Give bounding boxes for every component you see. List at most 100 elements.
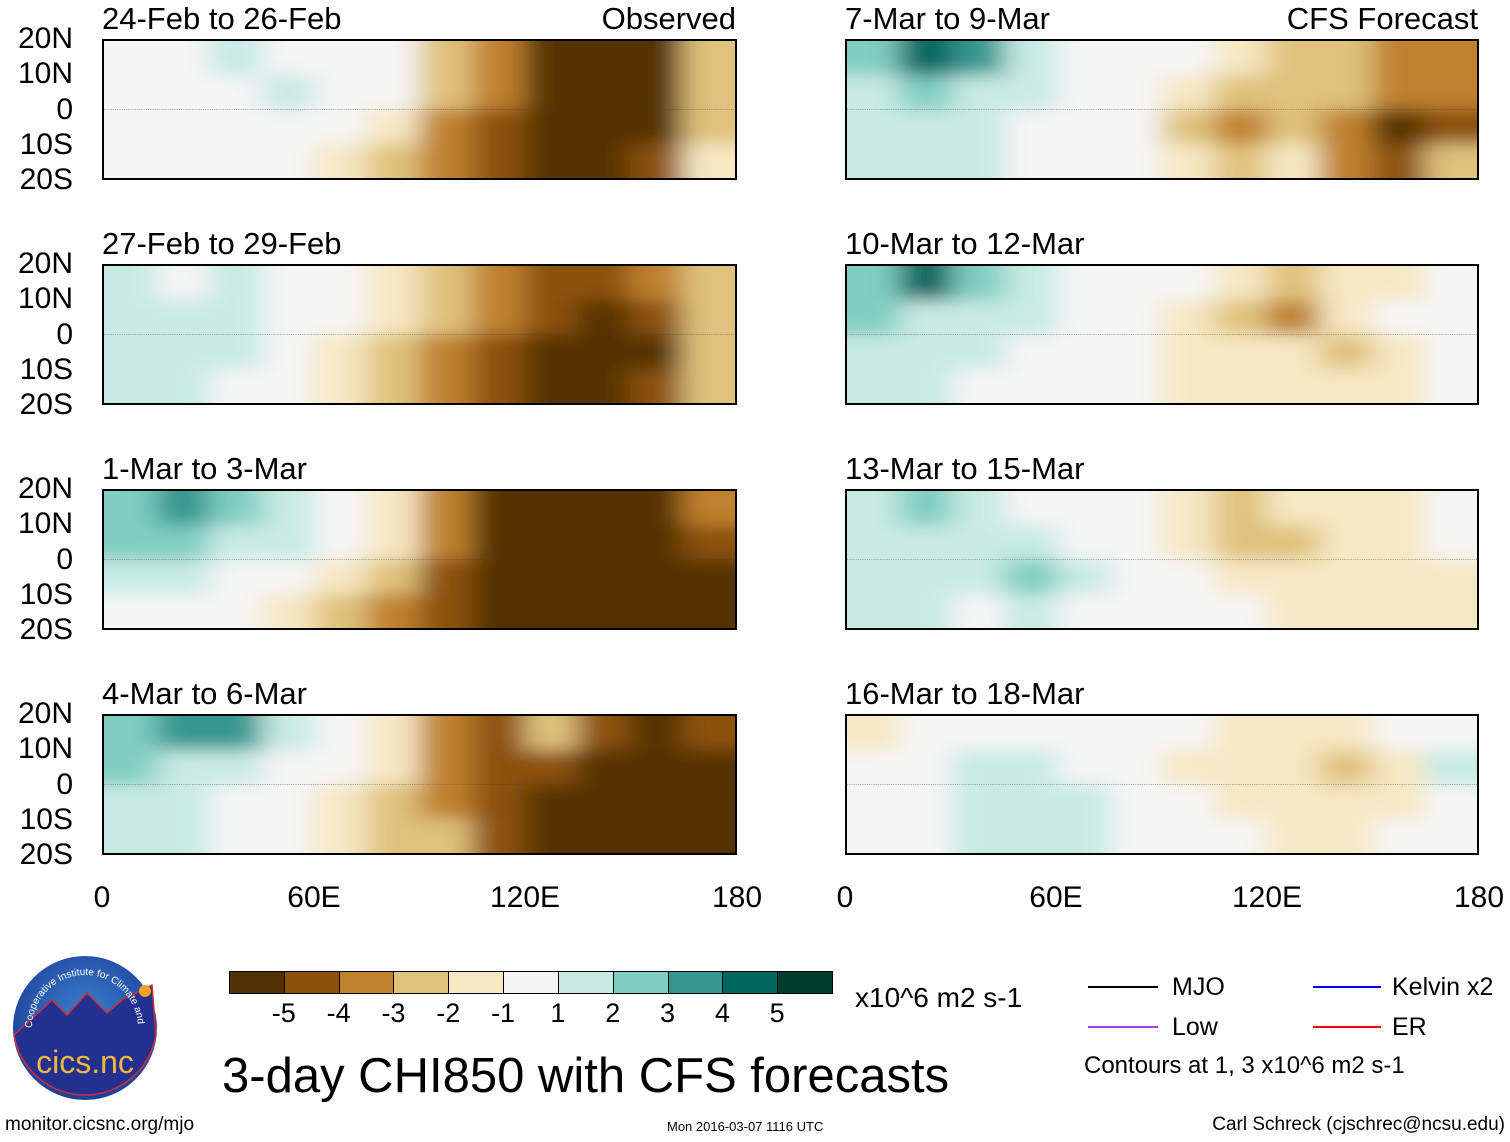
anomaly-cell xyxy=(104,143,159,178)
anomaly-cell xyxy=(577,75,632,112)
anomaly-cell xyxy=(577,491,632,527)
anomaly-cell xyxy=(1267,750,1322,787)
anomaly-cell xyxy=(1057,300,1112,337)
lon-label: 0 xyxy=(836,881,854,914)
anomaly-cell xyxy=(952,559,1007,596)
colorbar-swatch xyxy=(612,971,669,994)
anomaly-cell xyxy=(314,75,369,112)
anomaly-cell xyxy=(1214,491,1269,527)
anomaly-cell xyxy=(1319,525,1374,562)
anomaly-cell xyxy=(1372,41,1427,77)
anomaly-cell xyxy=(472,716,527,752)
anomaly-cell xyxy=(209,334,264,371)
anomaly-cell xyxy=(261,818,317,853)
anomaly-cell xyxy=(1004,525,1059,562)
anomaly-cell xyxy=(261,593,317,628)
anomaly-cell xyxy=(472,300,527,337)
anomaly-cell xyxy=(472,559,527,596)
anomaly-cell xyxy=(156,750,211,787)
panel-title: 27-Feb to 29-Feb xyxy=(102,226,342,261)
anomaly-cell xyxy=(629,716,685,752)
anomaly-cell xyxy=(209,525,264,562)
anomaly-cell xyxy=(261,75,317,112)
anomaly-cell xyxy=(1162,334,1217,371)
anomaly-cell xyxy=(261,750,317,787)
colorbar-label: -4 xyxy=(326,998,351,1028)
colorbar-label: -1 xyxy=(491,998,516,1028)
anomaly-cell xyxy=(1319,491,1374,527)
anomaly-cell xyxy=(1214,75,1269,112)
anomaly-cell xyxy=(952,818,1007,853)
anomaly-cell xyxy=(629,266,685,302)
anomaly-cell xyxy=(1109,784,1164,821)
anomaly-cell xyxy=(524,143,580,178)
anomaly-cell xyxy=(1109,368,1164,403)
lat-label: 10N xyxy=(17,507,73,541)
anomaly-cell xyxy=(1267,143,1322,178)
panel-title: 1-Mar to 3-Mar xyxy=(102,451,307,486)
anomaly-cell xyxy=(1372,266,1427,302)
anomaly-cell xyxy=(1424,266,1477,302)
anomaly-cell xyxy=(104,491,159,527)
anomaly-cell xyxy=(1057,559,1112,596)
anomaly-cell xyxy=(104,368,159,403)
anomaly-cell xyxy=(899,75,954,112)
anomaly-cell xyxy=(419,41,474,77)
footer-author: Carl Schreck (cjschrec@ncsu.edu) xyxy=(1212,1114,1505,1135)
anomaly-cell xyxy=(419,109,474,146)
lat-label: 10S xyxy=(19,352,73,386)
anomaly-cell xyxy=(156,75,211,112)
anomaly-cell xyxy=(156,109,211,146)
anomaly-cell xyxy=(1319,750,1374,787)
anomaly-cell xyxy=(952,109,1007,146)
anomaly-cell xyxy=(682,334,735,371)
anomaly-cell xyxy=(629,593,685,628)
colorbar-swatch xyxy=(503,971,559,994)
legend-mjo-line xyxy=(1088,986,1158,988)
anomaly-cell xyxy=(1162,41,1217,77)
anomaly-cell xyxy=(1057,41,1112,77)
anomaly-cell xyxy=(261,143,317,178)
anomaly-cell xyxy=(1109,41,1164,77)
colorbar-label: -5 xyxy=(271,998,296,1028)
anomaly-cell xyxy=(1057,593,1112,628)
panel-title: 13-Mar to 15-Mar xyxy=(845,451,1085,486)
anomaly-cell xyxy=(1267,368,1322,403)
anomaly-cell xyxy=(1424,334,1477,371)
colorbar-label: -2 xyxy=(436,998,461,1028)
anomaly-cell xyxy=(314,143,369,178)
anomaly-cell xyxy=(1162,109,1217,146)
anomaly-cell xyxy=(682,750,735,787)
anomaly-cell xyxy=(1319,266,1374,302)
anomaly-cell xyxy=(1319,109,1374,146)
map-panel xyxy=(102,714,737,855)
anomaly-cell xyxy=(524,266,580,302)
anomaly-cell xyxy=(1267,593,1322,628)
anomaly-cell xyxy=(104,334,159,371)
anomaly-cell xyxy=(629,784,685,821)
anomaly-cell xyxy=(1214,334,1269,371)
cics-logo: Cooperative Institute for Climate and Sa… xyxy=(9,947,158,1101)
footer-url[interactable]: monitor.cicsnc.org/mjo xyxy=(5,1114,195,1135)
anomaly-cell xyxy=(899,784,954,821)
anomaly-cell xyxy=(209,368,264,403)
anomaly-cell xyxy=(104,559,159,596)
anomaly-cell xyxy=(629,75,685,112)
anomaly-cell xyxy=(1004,716,1059,752)
anomaly-cell xyxy=(629,525,685,562)
anomaly-cell xyxy=(682,716,735,752)
anomaly-cell xyxy=(847,41,902,77)
anomaly-cell xyxy=(314,41,369,77)
anomaly-cell xyxy=(1424,593,1477,628)
anomaly-cell xyxy=(1319,818,1374,853)
anomaly-cell xyxy=(209,143,264,178)
anomaly-cell xyxy=(1004,266,1059,302)
colorbar-label: 3 xyxy=(660,998,676,1028)
anomaly-cell xyxy=(1109,300,1164,337)
anomaly-cell xyxy=(1424,559,1477,596)
anomaly-cell xyxy=(1109,593,1164,628)
anomaly-cell xyxy=(472,525,527,562)
anomaly-cell xyxy=(104,41,159,77)
anomaly-cell xyxy=(1057,334,1112,371)
colorbar-swatch xyxy=(667,971,724,994)
